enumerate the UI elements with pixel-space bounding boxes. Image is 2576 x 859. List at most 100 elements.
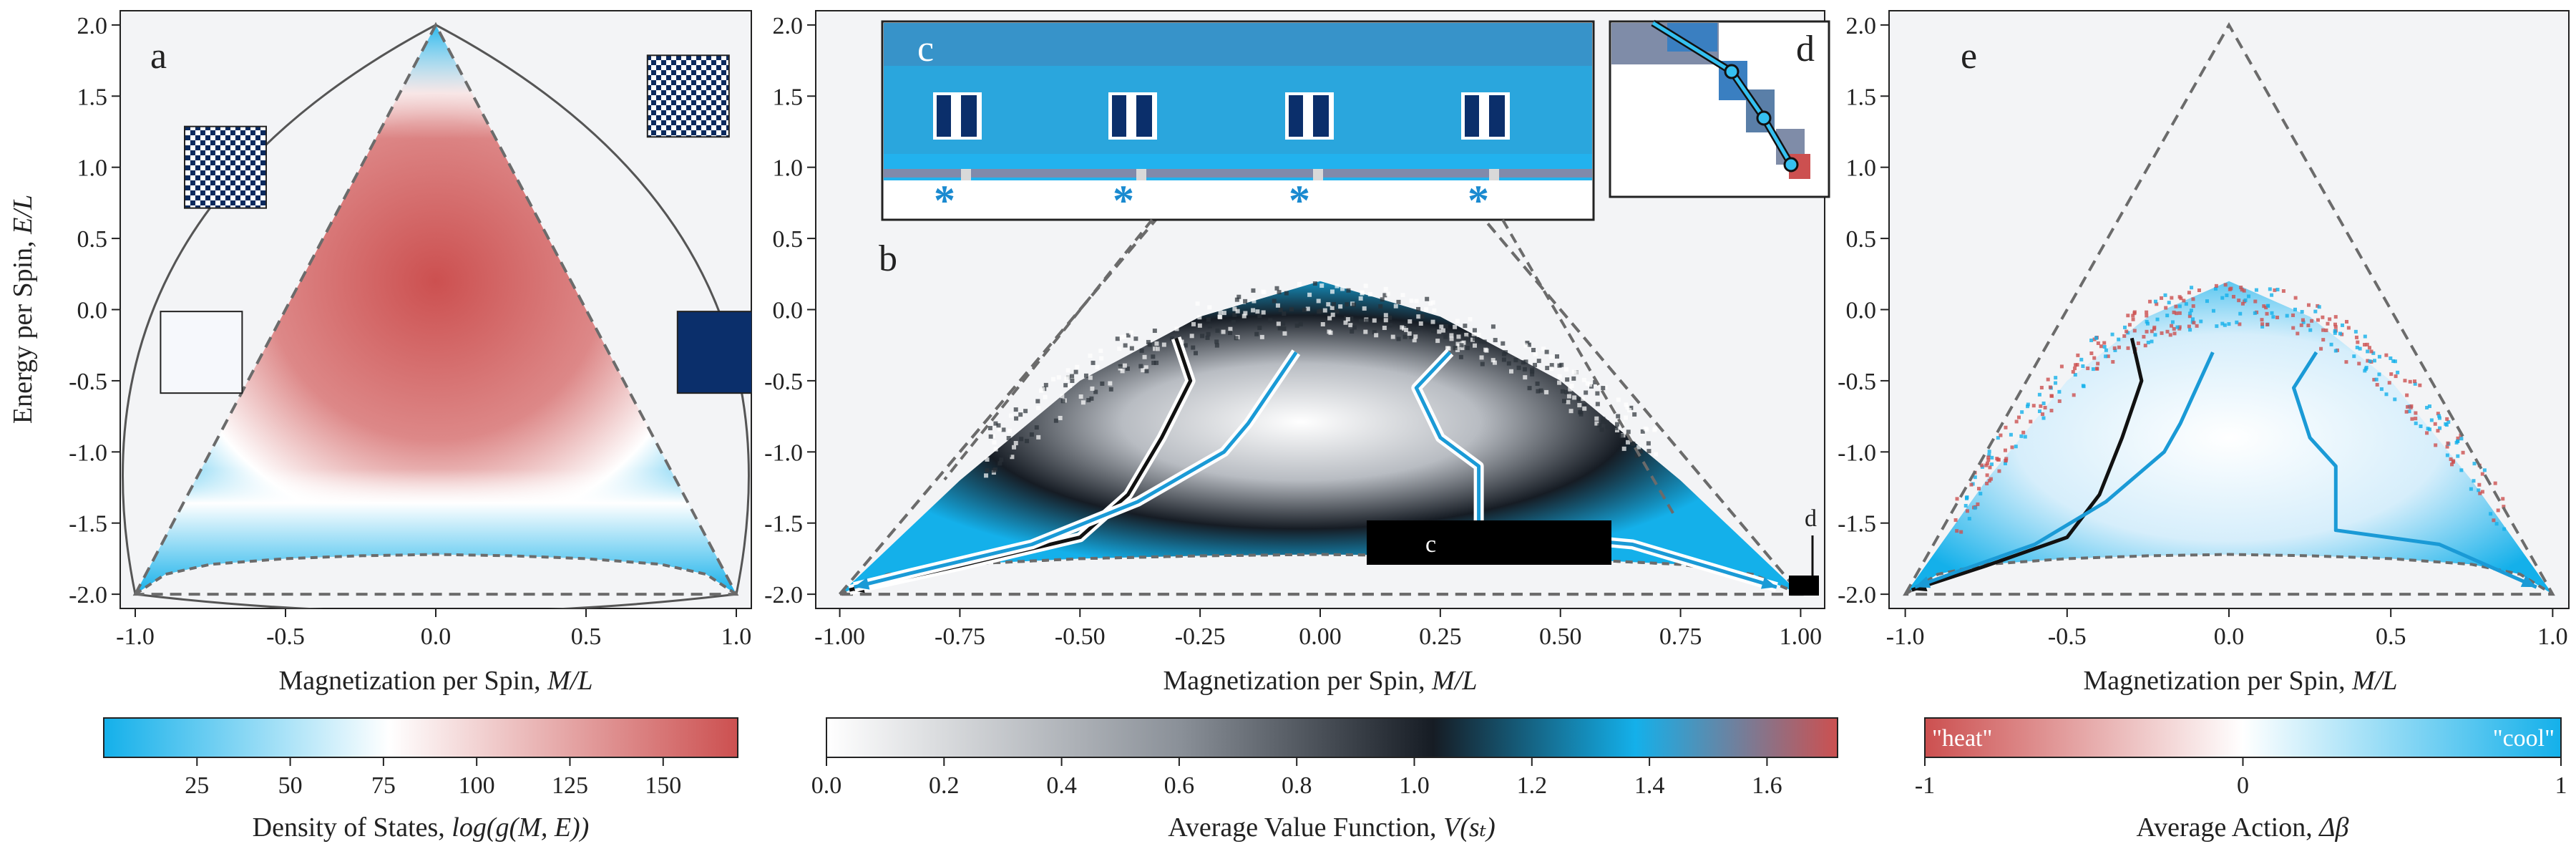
colorbar-e: -1 0 1 "heat" "cool" Average Action, Δβ <box>1915 717 2567 843</box>
trajectory-arrowhead <box>1760 577 1777 589</box>
y-tick-label: 1.0 <box>773 155 804 182</box>
y-tick-label: -2.0 <box>69 582 107 608</box>
x-tick-label: 0.0 <box>2214 623 2245 650</box>
panel-a-ticks: -1.0 -0.5 0.0 0.5 1.0 2.0 1.5 1.0 0.5 0.0 -0.5 -1.0… <box>69 13 751 650</box>
panel-e: e -1.0 -0.5 0.0 0.5 1.02.01.51.00.50.0-0.5-1… <box>1838 10 2570 696</box>
colorbar-a-bar <box>103 717 738 758</box>
colorbar-tick-label: 0.0 <box>811 772 842 799</box>
panel-a-heatmap <box>122 21 751 608</box>
x-tick-label: -0.75 <box>935 623 985 650</box>
inset-c-star: * <box>1289 177 1310 224</box>
colorbar-b: 0.0 0.2 0.4 0.6 0.8 1.0 1.2 1.4 1.6 Average Valu… <box>811 717 1838 843</box>
y-tick-label: -1.0 <box>1838 440 1876 466</box>
inset-c-marker <box>1367 520 1611 565</box>
trajectory-arrowhead <box>2520 576 2537 588</box>
bounding-triangle <box>1903 21 2555 596</box>
panel-b-xlabel: Magnetization per Spin, M/L <box>1163 666 1477 696</box>
inset-c-marker-label: c <box>1425 531 1436 558</box>
trajectory-arrowhead <box>854 578 870 590</box>
inset-c-spin-blocks <box>933 92 1510 180</box>
trajectory-3 <box>1414 351 1777 589</box>
inset-c-letter: c <box>917 29 934 69</box>
colorbar-e-end-heat: "heat" <box>1932 725 1992 752</box>
y-tick-label: 0.5 <box>77 226 108 253</box>
colorbar-a-ticks: 25 50 75 100 125 150 <box>185 757 681 799</box>
panel-b: b * * * * c d <box>764 10 1830 696</box>
panel-e-xlabel: Magnetization per Spin, M/L <box>2083 666 2397 696</box>
y-tick-label: 1.0 <box>1846 155 1877 182</box>
x-tick-label: 0.5 <box>2376 623 2406 650</box>
panel-e-letter: e <box>1961 36 1977 77</box>
trajectory-2 <box>854 351 1298 589</box>
colorbar-tick-label: 1 <box>2555 772 2567 799</box>
colorbar-b-bar <box>826 717 1838 758</box>
inset-d-letter: d <box>1796 29 1815 69</box>
panel-a: a -1.0 -0.5 0.0 0.5 1.02.01.51.00.50.0-0.5-1… <box>8 10 752 696</box>
colorbar-e-bar <box>1924 717 2562 758</box>
colorbar-tick-label: 0.4 <box>1046 772 1077 799</box>
colorbar-tick-label: 0.2 <box>929 772 960 799</box>
bounding-triangle <box>836 22 1804 596</box>
panel-a-ylabel: Energy per Spin, E/L <box>8 195 38 424</box>
trajectory-1 <box>1911 337 2144 592</box>
colorbar-tick-label: 0.8 <box>1282 772 1312 799</box>
x-tick-label: 1.0 <box>2537 623 2568 650</box>
checker-config-right <box>646 54 730 138</box>
x-tick-label: 0.5 <box>571 623 602 650</box>
colorbar-tick-label: 0 <box>2237 772 2249 799</box>
y-tick-label: 1.0 <box>77 155 108 182</box>
y-tick-label: -0.5 <box>1838 369 1876 395</box>
panel-a-xlabel: Magnetization per Spin, M/L <box>278 666 592 696</box>
y-tick-label: 1.5 <box>773 84 804 110</box>
colorbar-b-ticks: 0.0 0.2 0.4 0.6 0.8 1.0 1.2 1.4 1.6 <box>811 757 1782 799</box>
inset-c-stars: * * * * <box>934 177 1489 224</box>
x-tick-label: 1.00 <box>1780 623 1823 650</box>
colorbar-tick-label: 1.4 <box>1634 772 1665 799</box>
y-tick-label: 2.0 <box>1846 13 1877 39</box>
x-tick-label: 0.0 <box>421 623 452 650</box>
y-tick-label: 0.0 <box>77 298 108 324</box>
trajectory-2 <box>1914 351 2215 589</box>
colorbar-tick-label: 75 <box>371 772 396 799</box>
panel-b-ticks: -1.00 -0.75 -0.50 -0.25 0.00 0.25 0.50 0.75 1.00… <box>764 13 1822 650</box>
y-tick-label: -2.0 <box>764 582 803 608</box>
x-tick-label: 0.50 <box>1539 623 1582 650</box>
y-tick-label: -0.5 <box>69 369 107 395</box>
colorbar-tick-label: 50 <box>278 772 303 799</box>
colorbar-a-label: Density of States, log(g(M, E)) <box>253 812 590 843</box>
y-tick-label: -0.5 <box>764 369 803 395</box>
value-function-region <box>839 281 1801 595</box>
x-tick-label: 1.0 <box>721 623 752 650</box>
checker-config-left <box>184 125 267 209</box>
y-tick-label: -1.0 <box>69 440 107 466</box>
colorbar-tick-label: 0.6 <box>1164 772 1195 799</box>
all-up-config <box>160 311 243 394</box>
trajectory-3 <box>2292 351 2537 589</box>
x-tick-label: -0.5 <box>2048 623 2087 650</box>
colorbar-tick-label: 100 <box>459 772 495 799</box>
panel-a-letter: a <box>150 36 167 77</box>
y-tick-label: 0.0 <box>1846 298 1877 324</box>
y-tick-label: 2.0 <box>773 13 804 39</box>
panel-e-heatmap <box>1903 21 2555 596</box>
x-tick-label: 0.00 <box>1299 623 1342 650</box>
y-tick-label: -1.0 <box>764 440 803 466</box>
colorbar-e-end-cool: "cool" <box>2493 725 2555 752</box>
x-tick-label: -0.50 <box>1055 623 1106 650</box>
x-tick-label: -1.0 <box>116 623 155 650</box>
colorbar-e-ticks: -1 0 1 <box>1915 757 2567 799</box>
inset-c-star: * <box>1468 177 1489 224</box>
colorbar-b-label: Average Value Function, V(sₜ) <box>1168 812 1496 843</box>
inset-c: * * * * c <box>881 20 1595 224</box>
inset-c-star: * <box>1113 177 1134 224</box>
y-tick-label: 0.5 <box>1846 226 1877 253</box>
colorbar-tick-label: 1.0 <box>1399 772 1430 799</box>
colorbar-a: 25 50 75 100 125 150 Density of States, log(g… <box>103 717 738 843</box>
colorbar-tick-label: 150 <box>645 772 681 799</box>
y-tick-label: 1.5 <box>1846 84 1877 110</box>
x-tick-label: 0.75 <box>1659 623 1702 650</box>
inset-d-marker-label: d <box>1805 505 1817 532</box>
y-tick-label: -2.0 <box>1838 582 1876 608</box>
panel-b-letter: b <box>879 238 897 279</box>
panel-b-heatmap <box>836 22 1804 596</box>
